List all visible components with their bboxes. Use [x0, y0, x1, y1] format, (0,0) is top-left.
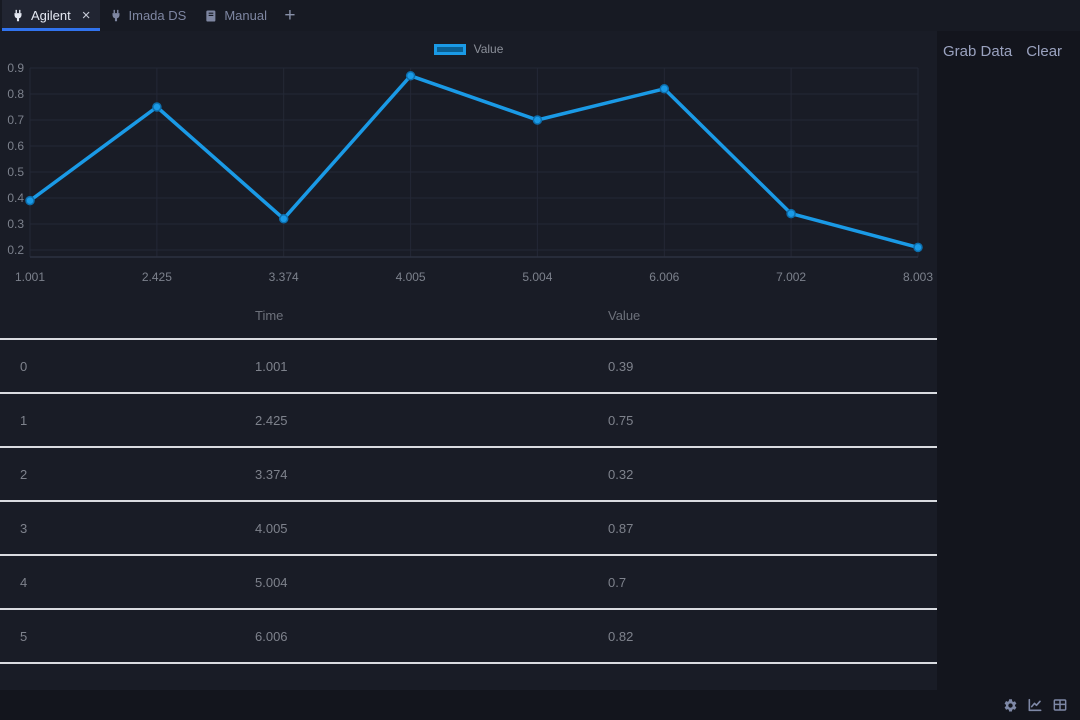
grab-data-button[interactable]: Grab Data [943, 43, 1013, 60]
svg-text:0.7: 0.7 [7, 113, 24, 127]
status-icon-bar [1003, 697, 1068, 713]
book-icon [204, 9, 218, 23]
table-row[interactable]: 0 1.001 0.39 [0, 339, 937, 394]
table-icon[interactable] [1052, 697, 1068, 713]
row-index-cell: 5 [0, 609, 235, 664]
legend-item-value[interactable]: Value [433, 42, 504, 56]
tab-imada-ds[interactable]: Imada DS [100, 0, 196, 31]
line-chart-svg: 0.2 0.3 0.4 0.5 0.6 0.7 0.8 0.9 1.001 2.425 3.374 4… [7, 61, 933, 284]
svg-text:0.4: 0.4 [7, 191, 24, 205]
side-panel: Grab Data Clear [937, 31, 1080, 720]
tab-label: Manual [224, 8, 267, 23]
svg-text:0.8: 0.8 [7, 87, 24, 101]
time-cell: 5.004 [235, 555, 588, 610]
table-row[interactable]: 5 6.006 0.82 [0, 609, 937, 664]
chart-legend: Value [0, 42, 937, 56]
plug-icon [11, 9, 25, 23]
chart-section: Value 0.2 0.3 0.4 0.5 0.6 0.7 0.8 0.9 1.001 2.425… [0, 31, 937, 293]
row-index-cell: 0 [0, 339, 235, 394]
svg-text:0.2: 0.2 [7, 243, 24, 257]
svg-text:5.004: 5.004 [522, 270, 552, 284]
time-cell: 6.006 [235, 609, 588, 664]
tab-label: Imada DS [128, 8, 187, 23]
table-row[interactable]: 1 2.425 0.75 [0, 393, 937, 448]
svg-text:4.005: 4.005 [396, 270, 426, 284]
close-icon[interactable]: × [81, 7, 91, 24]
table-row[interactable]: 4 5.004 0.7 [0, 555, 937, 610]
row-index-cell: 1 [0, 393, 235, 448]
value-cell: 0.7 [588, 555, 937, 610]
svg-text:1.001: 1.001 [15, 270, 45, 284]
row-index-cell: 4 [0, 555, 235, 610]
svg-text:6.006: 6.006 [649, 270, 679, 284]
value-column-header: Value [588, 293, 937, 340]
time-cell: 2.425 [235, 393, 588, 448]
index-column-header [0, 293, 235, 340]
legend-label: Value [473, 42, 504, 56]
value-cell: 0.32 [588, 447, 937, 502]
content-panel: Value 0.2 0.3 0.4 0.5 0.6 0.7 0.8 0.9 1.001 2.425… [0, 31, 937, 690]
svg-text:3.374: 3.374 [269, 270, 299, 284]
data-table: Time Value 0 1.001 0.39 1 2.425 0.75 2 3.374 0.3… [0, 293, 937, 664]
svg-text:7.002: 7.002 [776, 270, 806, 284]
svg-text:0.9: 0.9 [7, 61, 24, 75]
table-body: 0 1.001 0.39 1 2.425 0.75 2 3.374 0.32 3 4.005 0.87… [0, 339, 937, 664]
svg-text:8.003: 8.003 [903, 270, 933, 284]
svg-text:0.3: 0.3 [7, 217, 24, 231]
value-cell: 0.39 [588, 339, 937, 394]
side-actions: Grab Data Clear [937, 31, 1080, 60]
tab-agilent[interactable]: Agilent × [2, 0, 100, 31]
svg-text:2.425: 2.425 [142, 270, 172, 284]
clear-button[interactable]: Clear [1026, 43, 1063, 60]
value-cell: 0.87 [588, 501, 937, 556]
tab-bar: Agilent × Imada DS Manual + [0, 0, 1080, 31]
tab-manual[interactable]: Manual [195, 0, 276, 31]
svg-text:0.6: 0.6 [7, 139, 24, 153]
value-cell: 0.82 [588, 609, 937, 664]
row-index-cell: 3 [0, 501, 235, 556]
time-cell: 4.005 [235, 501, 588, 556]
time-cell: 3.374 [235, 447, 588, 502]
table-row[interactable]: 3 4.005 0.87 [0, 501, 937, 556]
value-cell: 0.75 [588, 393, 937, 448]
settings-icon[interactable] [1003, 698, 1018, 713]
table-header-row: Time Value [0, 293, 937, 340]
svg-text:0.5: 0.5 [7, 165, 24, 179]
tab-label: Agilent [31, 8, 71, 23]
time-column-header: Time [235, 293, 588, 340]
legend-swatch [433, 43, 466, 55]
time-cell: 1.001 [235, 339, 588, 394]
plug-icon [109, 9, 123, 23]
table-row[interactable]: 2 3.374 0.32 [0, 447, 937, 502]
line-chart-icon[interactable] [1027, 697, 1043, 713]
main-body: Value 0.2 0.3 0.4 0.5 0.6 0.7 0.8 0.9 1.001 2.425… [0, 31, 1080, 720]
row-index-cell: 2 [0, 447, 235, 502]
add-tab-button[interactable]: + [284, 4, 296, 26]
